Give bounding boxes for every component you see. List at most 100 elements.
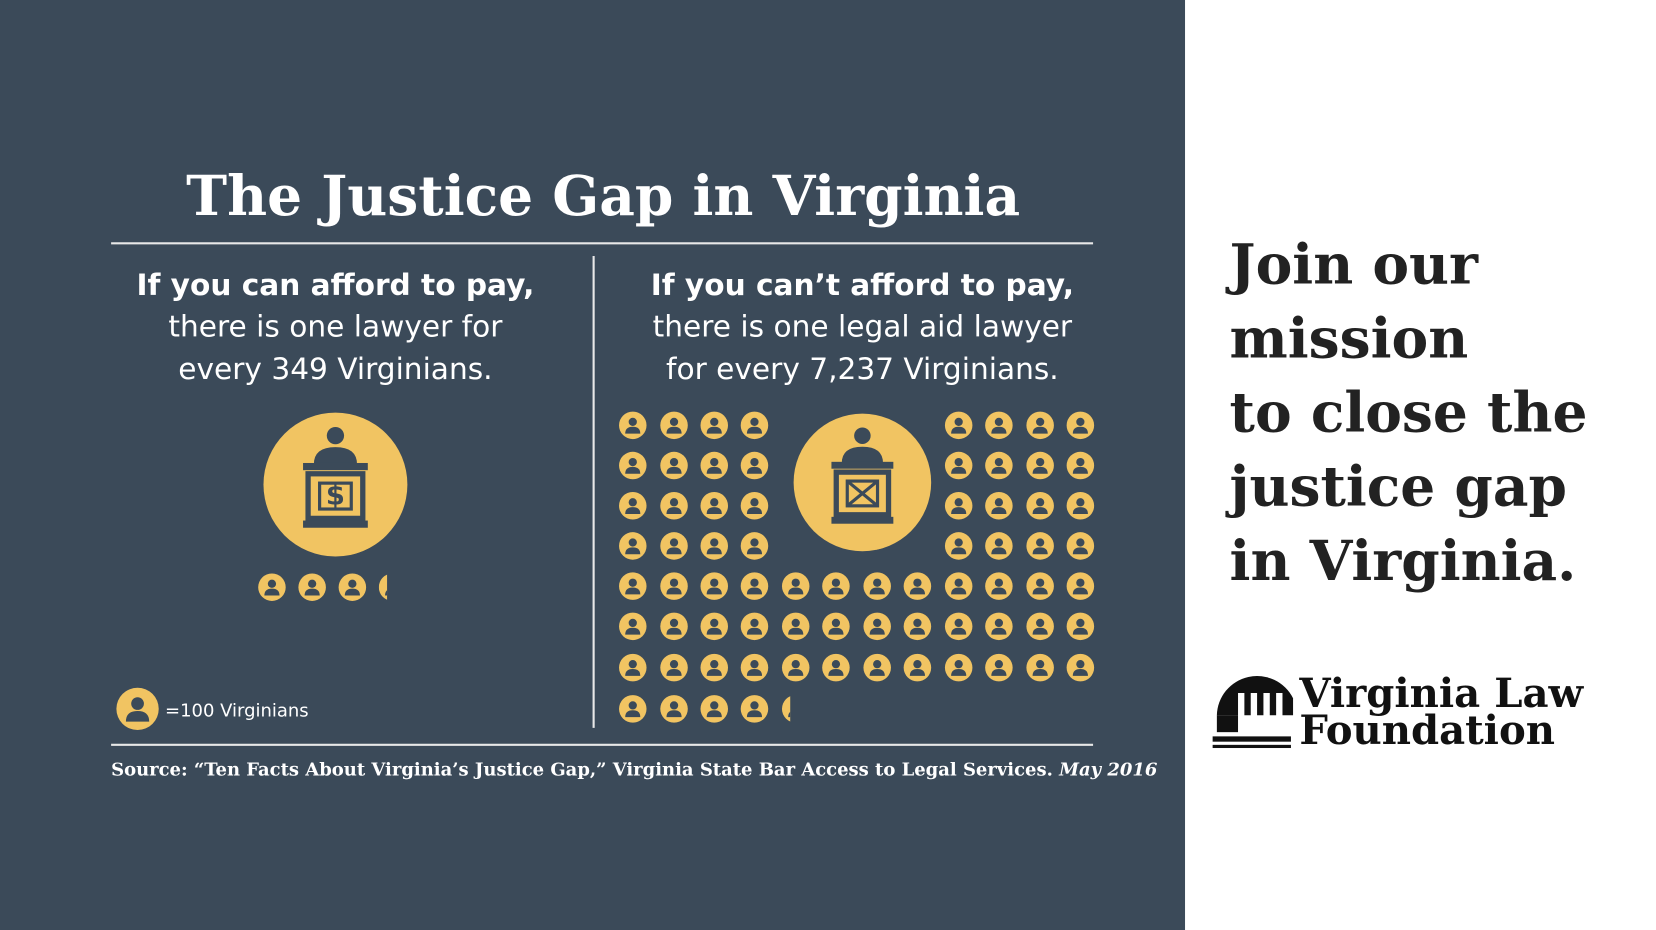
person-icon [863, 612, 891, 641]
person-icon [378, 574, 388, 600]
legend: =100 Virginians [165, 700, 309, 721]
icon-head [1036, 618, 1045, 628]
logo-text: Virginia Law [1298, 670, 1584, 717]
icon-head [628, 498, 637, 507]
person-icon [944, 532, 973, 560]
icon-body [706, 710, 722, 718]
person-icon [660, 572, 688, 600]
icon-body [746, 426, 763, 434]
icon-head [750, 701, 759, 710]
person-icon [619, 572, 647, 600]
icon-head [750, 538, 759, 547]
icon-body [746, 668, 763, 676]
icon-head [831, 660, 841, 669]
icon-body [828, 587, 844, 595]
icon-body [666, 547, 682, 555]
lawyer-body [313, 447, 358, 465]
dollar: $ [326, 481, 345, 512]
icon-body [991, 587, 1007, 595]
icon-head [628, 618, 637, 628]
person-icon [944, 451, 973, 480]
person-icon [985, 532, 1013, 560]
icon-head [873, 578, 882, 587]
icon-body [625, 668, 641, 676]
icon-head [669, 618, 679, 628]
podium-panel [845, 479, 880, 508]
icon-body [125, 710, 150, 722]
person-icon [660, 532, 688, 560]
person-icon [1066, 532, 1095, 560]
icon-head [873, 618, 882, 628]
icon-body [788, 627, 804, 635]
icon-head [669, 457, 679, 467]
icon-head [669, 701, 679, 710]
icon-head [1036, 417, 1045, 427]
person-icon [1066, 653, 1095, 682]
icon-body [666, 507, 682, 514]
person-icon [740, 411, 769, 440]
icon-body [951, 587, 967, 595]
icon-head [669, 498, 679, 507]
icon-body [869, 587, 885, 595]
icon-head [954, 457, 963, 467]
person-icon [781, 653, 810, 682]
person-icon [781, 612, 810, 641]
lawyer-head [854, 427, 871, 444]
person-icon [700, 572, 729, 600]
person-icon [944, 653, 973, 682]
person-icon [985, 653, 1013, 682]
icon-body [991, 466, 1007, 474]
person-icon [619, 612, 647, 641]
icon-body [1072, 466, 1088, 474]
icon-body [909, 627, 925, 635]
icon-head [628, 578, 637, 587]
icon-head [994, 417, 1004, 427]
person-icon [822, 572, 850, 600]
icon-head [669, 578, 679, 587]
icon-body [746, 627, 763, 635]
icon-head [1036, 457, 1045, 467]
person-icon [740, 695, 769, 723]
icon-body [1072, 627, 1088, 635]
icon-head [750, 618, 759, 628]
icon-body [909, 587, 925, 595]
person-icon [619, 491, 647, 520]
icon-head [669, 660, 679, 669]
source: Source: “Ten Facts About Virginia’s Just… [111, 760, 1158, 781]
person-icon [740, 572, 769, 600]
icon-head [994, 498, 1004, 507]
icon-body [666, 587, 682, 595]
person-icon [1066, 491, 1095, 520]
person-icon [619, 695, 647, 723]
icon-head [750, 498, 759, 507]
icon-head [994, 660, 1004, 669]
icon-head [348, 579, 357, 588]
icon-head [913, 660, 922, 669]
person-icon [660, 411, 688, 440]
icon-head [791, 618, 800, 628]
icon-body [746, 710, 763, 718]
icon-body [828, 668, 844, 676]
icon-body [951, 547, 967, 555]
icon-head [750, 417, 759, 427]
person-icon [619, 532, 647, 560]
icon-body [951, 627, 967, 635]
person-icon [1026, 532, 1054, 560]
icon-body [991, 668, 1007, 676]
icon-head [1076, 660, 1085, 669]
icon-head [131, 697, 144, 710]
person-icon [700, 451, 729, 480]
icon-body [706, 426, 722, 434]
icon-head [873, 660, 882, 669]
icon-head [710, 660, 719, 669]
icon-head [994, 618, 1004, 628]
icon-head [308, 579, 317, 588]
icon-body [625, 466, 641, 474]
icon-body [706, 627, 722, 635]
icon-body [1072, 547, 1088, 555]
person-icon [781, 696, 791, 722]
icon-body [869, 627, 885, 635]
icon-body [264, 588, 280, 596]
icon-head [994, 457, 1004, 467]
person-icon [700, 653, 729, 682]
